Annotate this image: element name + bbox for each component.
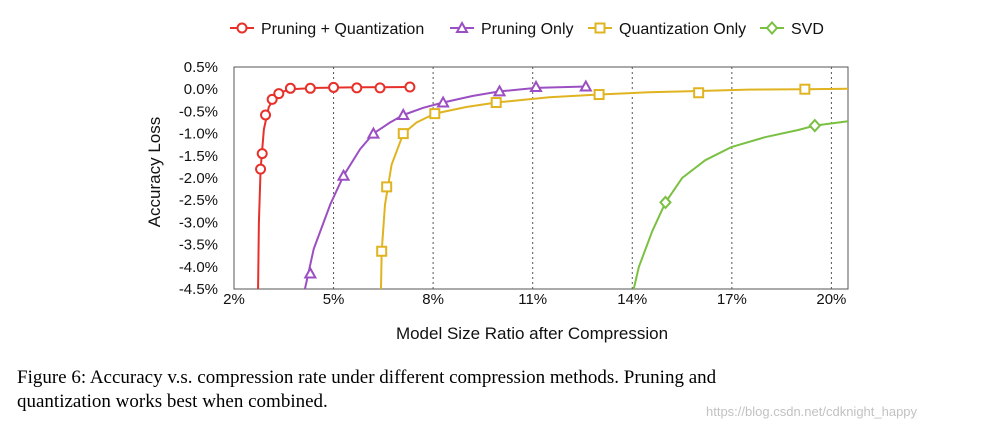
legend-marker — [765, 21, 779, 35]
legend-item-pruning-only: Pruning Only — [450, 20, 574, 38]
data-point — [273, 88, 285, 100]
y-tick-label: -1.5% — [179, 148, 218, 165]
y-tick-label: -4.0% — [179, 259, 218, 276]
plot-area — [233, 66, 849, 290]
data-point — [266, 93, 278, 105]
data-point — [366, 126, 381, 139]
legend-label: SVD — [791, 21, 824, 38]
y-tick-label: -1.0% — [179, 126, 218, 143]
data-point — [436, 95, 450, 108]
x-axis: 2% 5% 8% 11% 14% 17% 20% — [223, 291, 846, 308]
legend-item-pruning-quantization: Pruning + Quantization — [230, 21, 424, 38]
x-tick-label: 11% — [518, 291, 547, 308]
y-tick-label: -2.5% — [179, 192, 218, 209]
y-tick-label: 0.0% — [184, 81, 218, 98]
accuracy-compression-chart: Pruning + Quantization Pruning Only Quanti… — [145, 20, 849, 343]
legend-label: Quantization Only — [619, 21, 746, 38]
series-quantization-only — [376, 83, 848, 289]
legend-marker — [594, 22, 606, 34]
caption-line-2: quantization works best when combined. — [17, 391, 328, 412]
y-tick-label: -0.5% — [179, 103, 218, 120]
data-point — [255, 163, 267, 175]
legend: Pruning + Quantization Pruning Only Quanti… — [230, 20, 824, 38]
y-axis: 0.5% 0.0% -0.5% -1.0% -1.5% -2.0% -2.5% -3.0% -3… — [179, 59, 218, 298]
data-point — [397, 128, 409, 140]
data-point — [529, 79, 543, 92]
y-axis-title: Accuracy Loss — [145, 117, 164, 228]
data-point — [429, 108, 441, 120]
figure-caption: Figure 6: Accuracy v.s. compression rate… — [17, 366, 972, 414]
data-point — [376, 245, 388, 257]
y-tick-label: 0.5% — [184, 59, 218, 76]
legend-marker — [455, 20, 469, 33]
series-pruning-only — [303, 79, 593, 289]
data-point — [336, 168, 351, 181]
y-tick-label: -3.5% — [179, 237, 218, 254]
watermark: https://blog.csdn.net/cdknight_happy — [706, 404, 918, 419]
y-tick-label: -2.0% — [179, 170, 218, 187]
x-tick-label: 20% — [816, 291, 846, 308]
data-point — [381, 181, 393, 193]
series-line — [632, 120, 848, 289]
data-point — [799, 83, 811, 95]
data-point — [579, 79, 593, 92]
data-point — [351, 82, 363, 94]
x-tick-label: 8% — [422, 291, 444, 308]
data-point — [593, 89, 605, 101]
x-axis-title: Model Size Ratio after Compression — [396, 324, 668, 343]
data-point — [256, 148, 268, 160]
data-point — [328, 81, 340, 93]
caption-line-1: Figure 6: Accuracy v.s. compression rate… — [17, 367, 717, 388]
data-point — [374, 82, 386, 94]
data-point — [396, 107, 410, 120]
series-svd — [632, 118, 848, 289]
x-tick-label: 17% — [717, 291, 747, 308]
legend-marker — [236, 22, 248, 34]
series-layer — [255, 79, 848, 289]
data-point — [284, 82, 296, 94]
data-point — [693, 87, 705, 99]
data-point — [260, 109, 272, 121]
legend-item-quantization-only: Quantization Only — [588, 21, 746, 38]
series-line — [303, 85, 586, 289]
x-tick-label: 2% — [223, 291, 245, 308]
grid — [333, 67, 832, 289]
y-tick-label: -4.5% — [179, 281, 218, 298]
legend-label: Pruning + Quantization — [261, 21, 424, 38]
x-tick-label: 14% — [617, 291, 647, 308]
legend-label: Pruning Only — [481, 21, 574, 38]
legend-item-svd: SVD — [760, 21, 824, 38]
data-point — [808, 118, 822, 133]
data-point — [490, 97, 502, 109]
data-point — [303, 266, 318, 279]
y-tick-label: -3.0% — [179, 214, 218, 231]
series-pruning-quantization — [255, 81, 416, 289]
data-point — [659, 195, 672, 210]
data-point — [492, 84, 507, 97]
data-point — [404, 81, 416, 93]
x-tick-label: 5% — [323, 291, 345, 308]
data-point — [304, 82, 316, 94]
